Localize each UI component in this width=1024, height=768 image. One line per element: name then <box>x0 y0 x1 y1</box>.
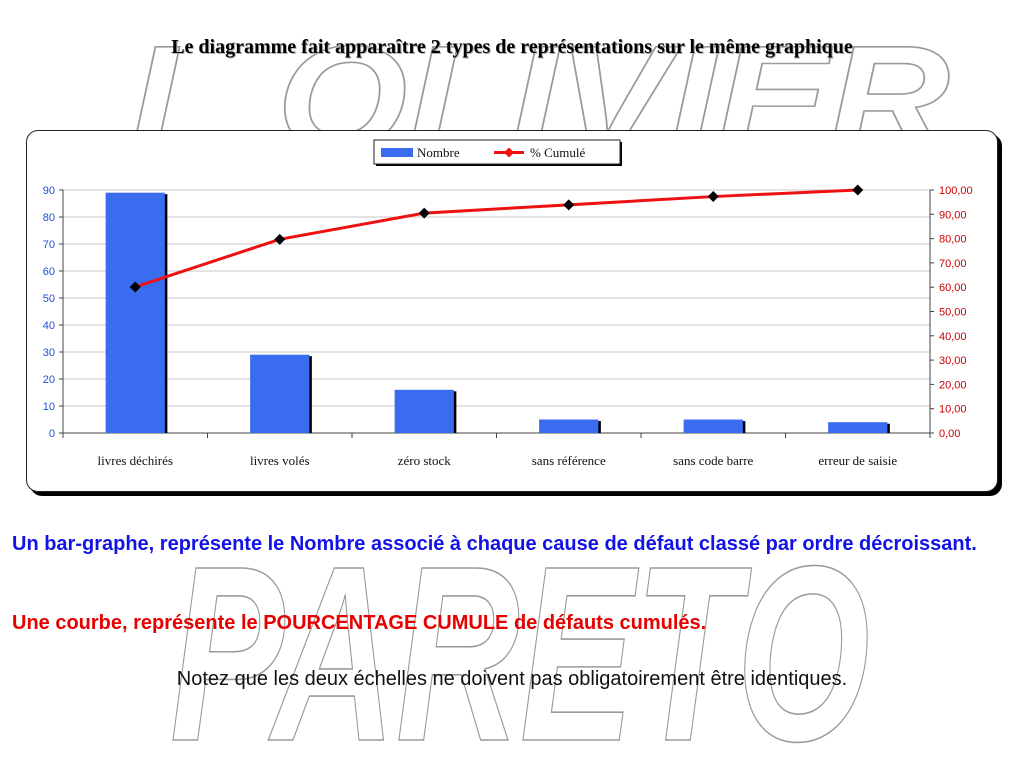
legend-label-cumule: % Cumulé <box>530 145 585 160</box>
category-label: erreur de saisie <box>818 453 897 468</box>
category-label: livres déchirés <box>98 453 173 468</box>
right-axis-tick-label: 90,00 <box>939 209 967 221</box>
left-axis-tick-label: 30 <box>43 347 55 359</box>
right-axis-tick-label: 60,00 <box>939 282 967 294</box>
cumulative-point-4 <box>707 191 719 203</box>
right-axis-tick-label: 100,00 <box>939 185 973 197</box>
left-axis-tick-label: 20 <box>43 374 55 386</box>
legend-label-nombre: Nombre <box>417 145 460 160</box>
left-axis-tick-label: 70 <box>43 239 55 251</box>
left-axis-tick-label: 90 <box>43 185 55 197</box>
watermark-bottom-text: PARETO <box>170 514 870 768</box>
cumulative-point-0 <box>129 281 141 293</box>
cumulative-point-2 <box>418 207 430 219</box>
category-label: zéro stock <box>398 453 452 468</box>
bar-4 <box>683 419 743 433</box>
category-label: sans référence <box>532 453 606 468</box>
bar-3 <box>539 419 599 433</box>
cumulative-point-1 <box>274 233 286 245</box>
cumulative-point-5 <box>852 184 864 196</box>
bar-2 <box>394 389 454 433</box>
category-label: livres volés <box>250 453 310 468</box>
right-axis-tick-label: 20,00 <box>939 379 967 391</box>
right-axis-tick-label: 10,00 <box>939 404 967 416</box>
bar-graph-explanation: Un bar-graphe, représente le Nombre asso… <box>12 533 977 555</box>
left-axis-tick-label: 80 <box>43 212 55 224</box>
category-label: sans code barre <box>673 453 753 468</box>
bar-0 <box>105 192 165 433</box>
cumulative-line <box>134 188 858 289</box>
right-axis-tick-label: 30,00 <box>939 355 967 367</box>
right-axis-tick-label: 40,00 <box>939 331 967 343</box>
cumulative-point-3 <box>563 199 575 211</box>
pareto-chart-frame: 0 10 20 30 40 50 60 70 80 90 0,00 10,00 20,00 30,00 40… <box>26 130 998 492</box>
pareto-chart: 0 10 20 30 40 50 60 70 80 90 0,00 10,00 20,00 30,00 40… <box>43 139 973 468</box>
bar-5 <box>828 422 888 433</box>
right-axis-tick-label: 0,00 <box>939 428 960 440</box>
left-axis-tick-label: 50 <box>43 293 55 305</box>
slide-title: Le diagramme fait apparaître 2 types de … <box>171 36 853 58</box>
left-axis-tick-label: 0 <box>49 428 55 440</box>
left-axis-tick-label: 40 <box>43 320 55 332</box>
left-axis-tick-label: 60 <box>43 266 55 278</box>
legend-swatch-nombre <box>381 148 413 157</box>
right-axis-tick-label: 70,00 <box>939 258 967 270</box>
left-axis-tick-label: 10 <box>43 401 55 413</box>
bar-1 <box>250 354 310 433</box>
legend-swatch-marker <box>504 147 514 158</box>
scales-note: Notez que les deux échelles ne doivent p… <box>176 668 848 690</box>
right-axis-tick-label: 50,00 <box>939 307 967 319</box>
right-axis-tick-label: 80,00 <box>939 234 967 246</box>
curve-explanation: Une courbe, représente le POURCENTAGE CU… <box>12 612 707 634</box>
